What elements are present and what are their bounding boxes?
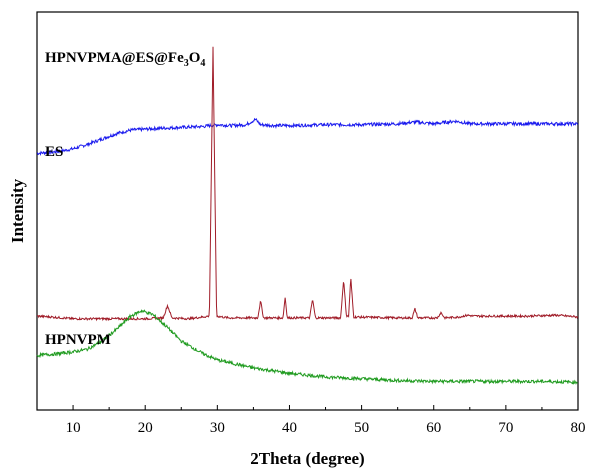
series-label-1: HPNVPMA@ES@Fe3O4 bbox=[45, 50, 205, 69]
x-axis-title: 2Theta (degree) bbox=[250, 449, 364, 468]
series-line-3 bbox=[36, 309, 578, 385]
series-line-1 bbox=[36, 117, 579, 157]
series-label-2: ES bbox=[45, 144, 63, 160]
x-tick-label: 20 bbox=[138, 420, 153, 436]
x-tick-label: 30 bbox=[210, 420, 225, 436]
y-axis-title: Intensity bbox=[8, 178, 27, 243]
x-tick-label: 40 bbox=[282, 420, 297, 436]
series-layer bbox=[36, 46, 579, 385]
plot-frame bbox=[36, 11, 579, 411]
x-tick-label: 50 bbox=[354, 420, 369, 436]
series-labels: HPNVPMA@ES@Fe3O4 ES HPNVPM bbox=[45, 50, 205, 348]
x-tick-label: 70 bbox=[498, 420, 513, 436]
x-tick-label: 60 bbox=[426, 420, 441, 436]
series-line-2 bbox=[36, 46, 579, 322]
x-axis-ticks: 10 20 30 40 50 60 70 80 bbox=[66, 405, 586, 436]
x-tick-label: 10 bbox=[66, 420, 81, 436]
series-label-3: HPNVPM bbox=[45, 332, 111, 348]
x-tick-label: 80 bbox=[571, 420, 586, 436]
